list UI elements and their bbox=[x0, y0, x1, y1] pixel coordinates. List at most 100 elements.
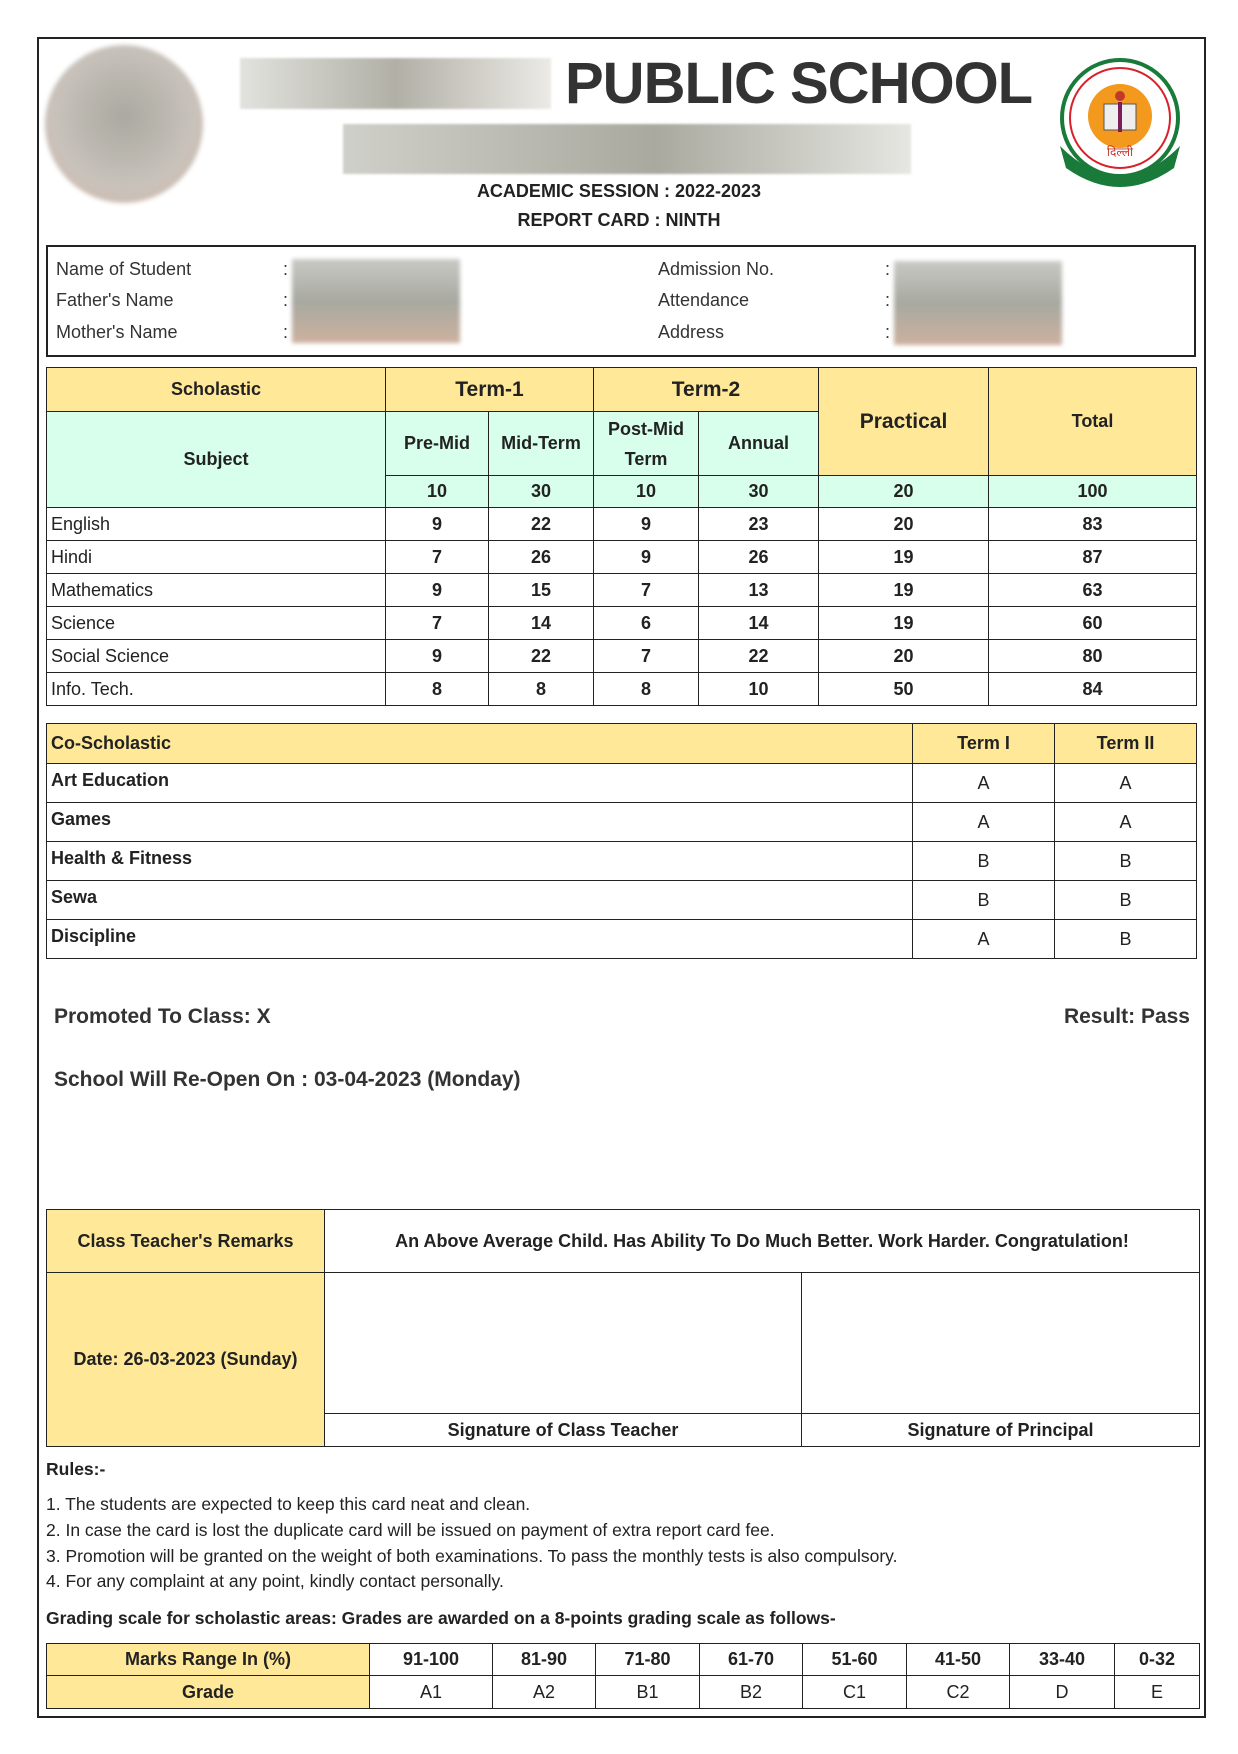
school-address-redacted bbox=[343, 124, 911, 174]
marks-range: 91-100 bbox=[369, 1643, 493, 1676]
grading-title: Grading scale for scholastic areas: Grad… bbox=[46, 1608, 836, 1628]
mark-post-mid: 8 bbox=[593, 672, 699, 706]
table-row: Science 7 14 6 14 19 60 bbox=[46, 606, 1197, 640]
grade-term1: A bbox=[912, 802, 1055, 842]
grade: C1 bbox=[802, 1675, 907, 1709]
mark-annual: 23 bbox=[698, 507, 819, 541]
table-row: Hindi 7 26 9 26 19 87 bbox=[46, 540, 1197, 574]
label-father-name: Father's Name bbox=[56, 290, 174, 310]
mark-post-mid: 6 bbox=[593, 606, 699, 640]
remarks-text: An Above Average Child. Has Ability To D… bbox=[323, 1209, 1201, 1273]
rule-item: 1. The students are expected to keep thi… bbox=[46, 1494, 531, 1514]
marks-range: 61-70 bbox=[699, 1643, 803, 1676]
mark-practical: 19 bbox=[818, 540, 989, 574]
table-row: Health & Fitness B B bbox=[46, 841, 1197, 881]
max-marks: 20 bbox=[818, 475, 989, 508]
max-marks: 100 bbox=[988, 475, 1197, 508]
separator: : bbox=[283, 259, 289, 279]
admission-details-redacted bbox=[894, 261, 1062, 345]
grade: D bbox=[1009, 1675, 1115, 1709]
max-marks: 30 bbox=[698, 475, 819, 508]
signature-principal: Signature of Principal bbox=[800, 1413, 1201, 1447]
header-co-term1: Term I bbox=[912, 723, 1055, 764]
mark-total: 87 bbox=[988, 540, 1197, 574]
separator: : bbox=[885, 322, 891, 342]
co-scholastic-table: Co-Scholastic Term I Term II Art Educati… bbox=[46, 723, 1197, 959]
rules-title: Rules:- bbox=[46, 1459, 106, 1479]
mark-practical: 19 bbox=[818, 606, 989, 640]
mark-post-mid: 7 bbox=[593, 573, 699, 607]
grade: A1 bbox=[369, 1675, 493, 1709]
grade-label: Grade bbox=[46, 1675, 370, 1709]
mark-pre-mid: 7 bbox=[385, 606, 489, 640]
school-title: PUBLIC SCHOOL bbox=[565, 51, 1033, 116]
rule-item: 3. Promotion will be granted on the weig… bbox=[46, 1546, 898, 1566]
academic-session: ACADEMIC SESSION : 2022-2023 bbox=[476, 181, 762, 201]
subject-name: Hindi bbox=[46, 540, 386, 574]
grade-term1: B bbox=[912, 880, 1055, 920]
co-area: Art Education bbox=[46, 763, 913, 803]
mark-total: 63 bbox=[988, 573, 1197, 607]
co-area: Discipline bbox=[46, 919, 913, 959]
mark-annual: 10 bbox=[698, 672, 819, 706]
table-row: Art Education A A bbox=[46, 763, 1197, 803]
grade-term1: A bbox=[912, 919, 1055, 959]
mark-post-mid: 9 bbox=[593, 540, 699, 574]
rule-item: 2. In case the card is lost the duplicat… bbox=[46, 1520, 775, 1540]
header-mid-term: Mid-Term bbox=[488, 411, 594, 476]
table-row: Discipline A B bbox=[46, 919, 1197, 959]
mark-practical: 50 bbox=[818, 672, 989, 706]
mark-practical: 19 bbox=[818, 573, 989, 607]
svg-text:दिल्ली: दिल्ली bbox=[1107, 145, 1134, 159]
header-term2: Term-2 bbox=[593, 367, 819, 412]
mark-annual: 22 bbox=[698, 639, 819, 673]
remarks-label: Class Teacher's Remarks bbox=[46, 1209, 325, 1273]
table-row: Social Science 9 22 7 22 20 80 bbox=[46, 639, 1197, 673]
mark-total: 60 bbox=[988, 606, 1197, 640]
marks-range: 0-32 bbox=[1114, 1643, 1200, 1676]
subject-name: Social Science bbox=[46, 639, 386, 673]
separator: : bbox=[283, 322, 289, 342]
max-marks: 10 bbox=[593, 475, 699, 508]
mark-mid-term: 22 bbox=[488, 507, 594, 541]
header-subject: Subject bbox=[46, 411, 386, 508]
header-pre-mid: Pre-Mid bbox=[385, 411, 489, 476]
grade: B2 bbox=[699, 1675, 803, 1709]
marks-range: 71-80 bbox=[595, 1643, 700, 1676]
subject-name: Mathematics bbox=[46, 573, 386, 607]
co-area: Health & Fitness bbox=[46, 841, 913, 881]
label-admission-no: Admission No. bbox=[658, 259, 775, 279]
report-card-frame bbox=[37, 37, 1206, 1718]
student-photo-blurred bbox=[45, 45, 203, 203]
mark-pre-mid: 8 bbox=[385, 672, 489, 706]
marks-range: 33-40 bbox=[1009, 1643, 1115, 1676]
co-area: Sewa bbox=[46, 880, 913, 920]
header-total: Total bbox=[988, 367, 1197, 476]
report-card-class: REPORT CARD : NINTH bbox=[517, 210, 721, 230]
mark-practical: 20 bbox=[818, 507, 989, 541]
mark-annual: 14 bbox=[698, 606, 819, 640]
school-reopen-date: School Will Re-Open On : 03-04-2023 (Mon… bbox=[54, 1068, 521, 1091]
max-marks: 10 bbox=[385, 475, 489, 508]
mark-post-mid: 7 bbox=[593, 639, 699, 673]
grade-term1: A bbox=[912, 763, 1055, 803]
grade: A2 bbox=[492, 1675, 596, 1709]
header-scholastic: Scholastic bbox=[46, 367, 386, 412]
teacher-signature-area bbox=[324, 1272, 802, 1414]
marks-range: 51-60 bbox=[802, 1643, 907, 1676]
remarks-table: Class Teacher's Remarks An Above Average… bbox=[46, 1209, 1201, 1447]
mark-post-mid: 9 bbox=[593, 507, 699, 541]
table-row: Mathematics 9 15 7 13 19 63 bbox=[46, 573, 1197, 607]
grade-term2: A bbox=[1054, 802, 1197, 842]
signature-class-teacher: Signature of Class Teacher bbox=[324, 1413, 802, 1447]
mark-mid-term: 15 bbox=[488, 573, 594, 607]
header-post-mid: Post-Mid Term bbox=[593, 411, 699, 476]
mark-mid-term: 8 bbox=[488, 672, 594, 706]
grade: C2 bbox=[906, 1675, 1010, 1709]
grade: E bbox=[1114, 1675, 1200, 1709]
separator: : bbox=[885, 259, 891, 279]
grade-term2: A bbox=[1054, 763, 1197, 803]
max-marks: 30 bbox=[488, 475, 594, 508]
separator: : bbox=[283, 290, 289, 310]
grade-term2: B bbox=[1054, 880, 1197, 920]
